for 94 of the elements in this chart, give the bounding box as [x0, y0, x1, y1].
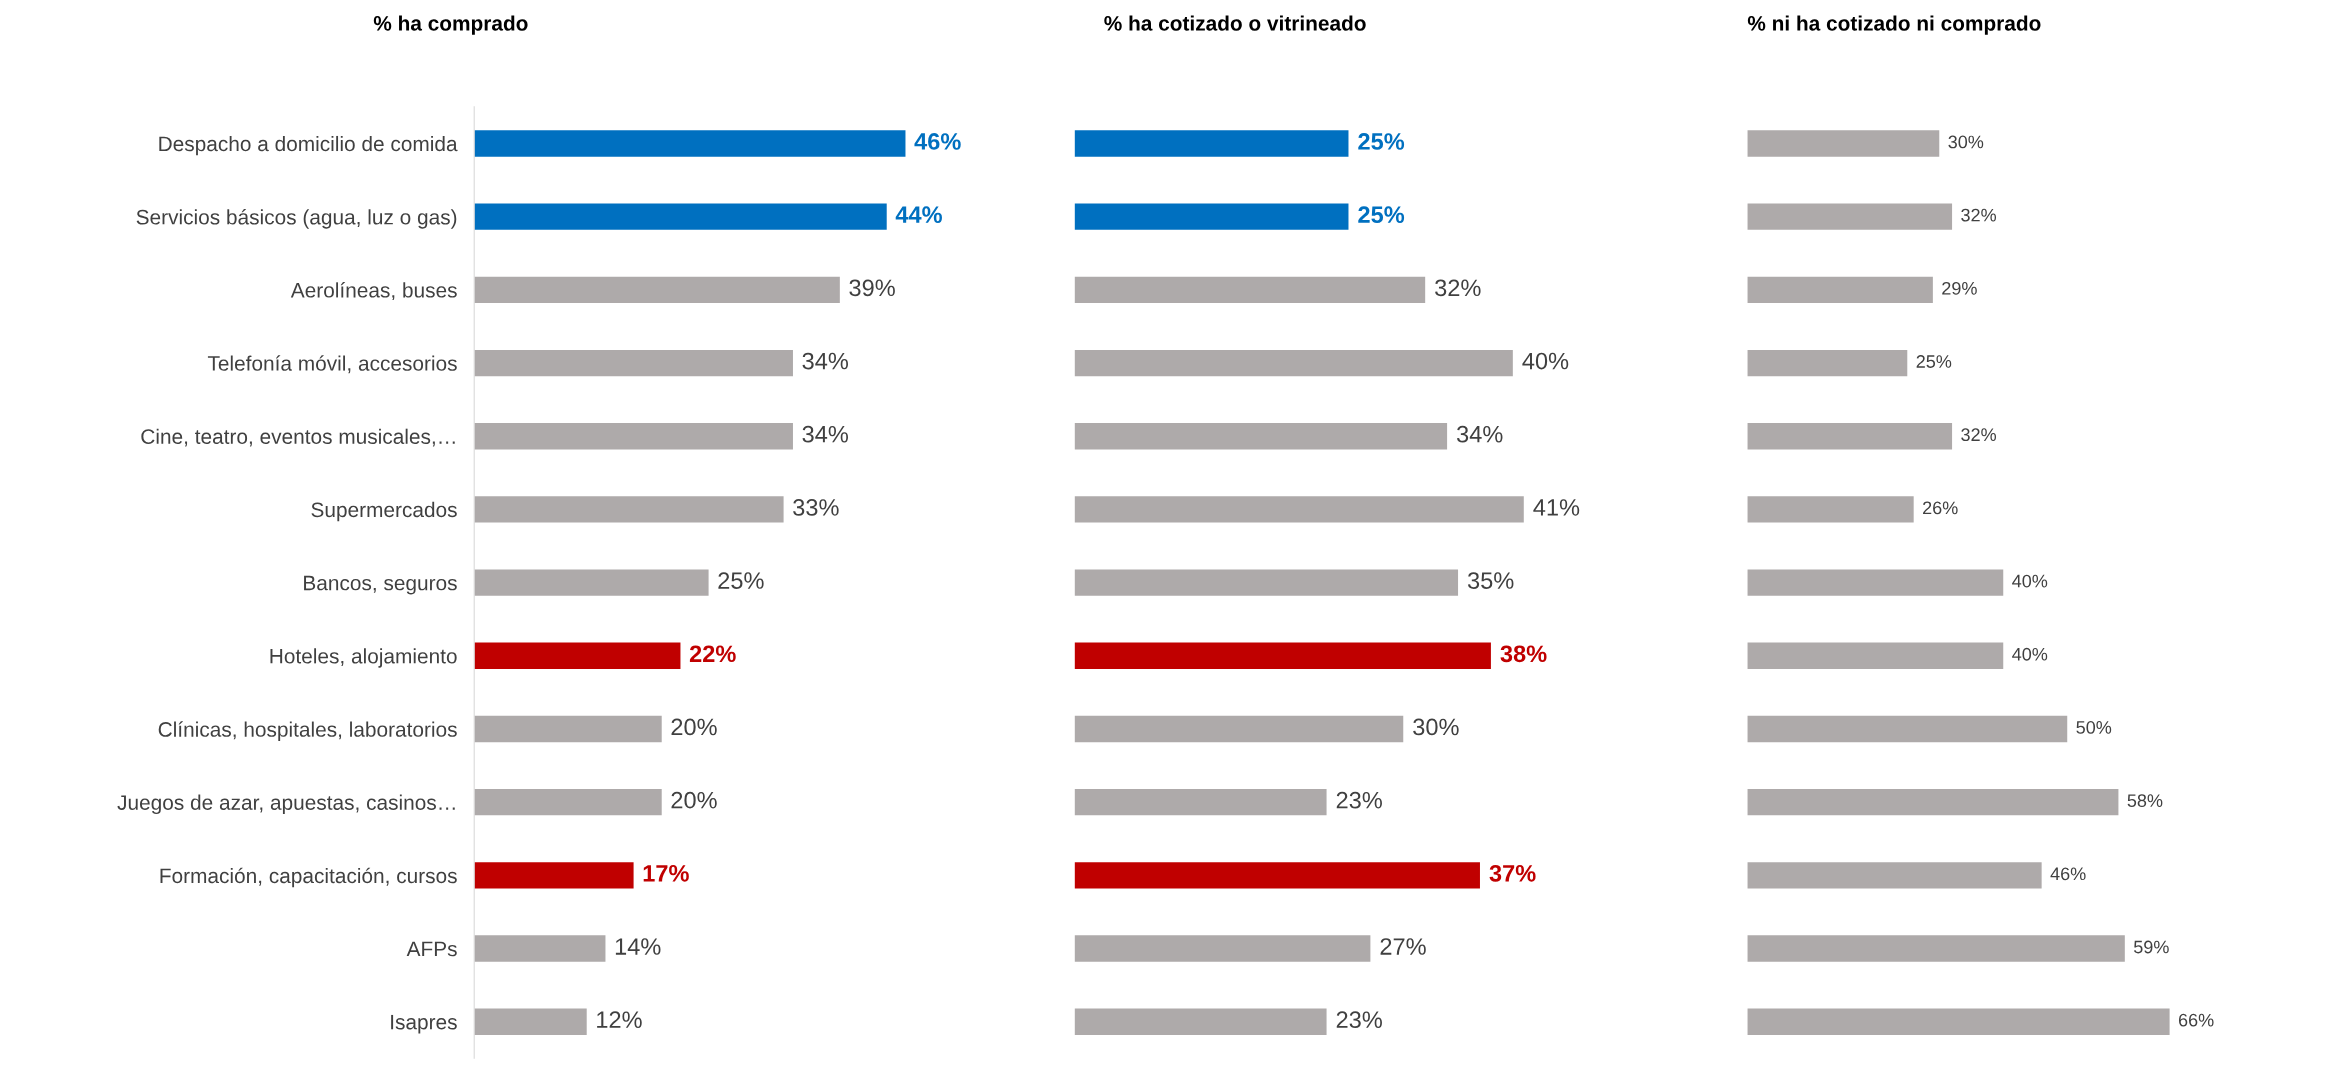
bar	[1074, 935, 1371, 962]
bar	[1747, 349, 1908, 377]
bar	[1074, 788, 1327, 816]
y-tick-label: Juegos de azar, apuestas, casinos…	[117, 794, 455, 815]
data-label: 44%	[895, 206, 942, 223]
data-label: 22%	[689, 645, 736, 663]
bar	[1747, 203, 1953, 230]
data-label: 20%	[671, 791, 717, 809]
data-label: 25%	[1358, 133, 1405, 150]
bar	[474, 569, 709, 596]
bar	[474, 1008, 587, 1035]
bar	[474, 642, 681, 669]
data-label: 26%	[1923, 501, 1958, 515]
y-tick-label: Supermercados	[311, 501, 457, 522]
data-label: 66%	[2178, 1013, 2214, 1027]
chart-title: % ha cotizado o vitrineado	[1104, 15, 1366, 31]
bar	[1074, 569, 1459, 596]
data-label: 34%	[1456, 425, 1503, 443]
bar	[1074, 130, 1349, 157]
bar	[1074, 349, 1513, 377]
bar	[1747, 496, 1914, 523]
y-tick-label: Formación, capacitación, cursos	[160, 867, 457, 888]
data-label: 25%	[718, 572, 764, 589]
data-label: 30%	[1413, 718, 1459, 736]
data-label: 46%	[2050, 867, 2086, 881]
data-label: 32%	[1435, 279, 1481, 297]
data-label: 58%	[2127, 794, 2163, 808]
y-tick-label: AFPs	[406, 941, 457, 957]
chart-title: % ha comprado	[373, 15, 528, 35]
bar	[1747, 569, 2004, 596]
bar	[474, 423, 793, 450]
data-label: 40%	[2012, 574, 2048, 588]
data-label: 17%	[643, 865, 689, 882]
y-tick-label: Bancos, seguros	[304, 575, 457, 595]
data-label: 23%	[1336, 791, 1382, 809]
bar	[474, 862, 634, 889]
data-label: 34%	[802, 425, 849, 443]
y-tick-label: Servicios básicos (agua, luz o gas)	[136, 209, 457, 229]
data-label: 25%	[1916, 355, 1952, 368]
y-tick-label: Hoteles, alojamiento	[270, 648, 457, 668]
bar	[1747, 935, 2125, 962]
bar	[1074, 1008, 1327, 1035]
data-label: 41%	[1533, 499, 1580, 516]
data-label: 25%	[1358, 206, 1405, 224]
data-label: 38%	[1500, 645, 1547, 663]
bar	[474, 203, 887, 230]
bar	[474, 788, 662, 816]
bar	[1074, 862, 1480, 889]
bar	[1747, 788, 2119, 816]
data-label: 14%	[615, 938, 661, 955]
chart-title: % ni ha cotizado ni comprado	[1747, 15, 2041, 35]
data-label: 23%	[1336, 1011, 1382, 1029]
y-tick-label: Telefonía móvil, accesorios	[207, 355, 457, 374]
data-label: 30%	[1948, 135, 1984, 149]
bar	[474, 715, 662, 743]
data-label: 12%	[597, 1011, 642, 1028]
bar	[1747, 1008, 2170, 1035]
bar	[1074, 642, 1491, 669]
bar	[1074, 715, 1404, 743]
bar	[474, 496, 784, 523]
data-label: 20%	[671, 718, 717, 736]
bar	[474, 276, 840, 304]
y-tick-label: Cine, teatro, eventos musicales,…	[141, 428, 455, 447]
data-label: 33%	[793, 499, 839, 516]
y-tick-label: Aerolíneas, buses	[290, 282, 457, 301]
data-label: 39%	[849, 279, 895, 297]
data-label: 59%	[2133, 940, 2169, 954]
bar	[1747, 642, 2004, 669]
bar	[1747, 276, 1933, 304]
data-label: 32%	[1961, 428, 1997, 442]
bar	[474, 935, 606, 962]
y-tick-label: Isapres	[391, 1014, 457, 1034]
bar	[1074, 423, 1448, 450]
bar	[1747, 423, 1953, 450]
data-label: 37%	[1489, 864, 1536, 882]
bar	[1747, 715, 2068, 743]
bar	[1074, 276, 1426, 304]
y-tick-label: Clínicas, hospitales, laboratorios	[158, 721, 457, 741]
bar	[474, 349, 793, 377]
bar	[1074, 496, 1524, 523]
bar	[474, 130, 906, 157]
data-label: 40%	[1522, 352, 1569, 370]
data-label: 35%	[1467, 572, 1514, 589]
data-label: 32%	[1961, 208, 1997, 222]
data-label: 40%	[2012, 647, 2048, 661]
data-label: 27%	[1380, 938, 1426, 955]
y-tick-label: Despacho a domicilio de comida	[159, 135, 458, 156]
bar	[1747, 862, 2042, 889]
data-label: 34%	[802, 352, 849, 370]
data-label: 46%	[914, 133, 961, 150]
bar	[1074, 203, 1349, 230]
data-label: 50%	[2076, 721, 2112, 734]
data-label: 29%	[1942, 281, 1977, 295]
bar	[1747, 130, 1940, 157]
